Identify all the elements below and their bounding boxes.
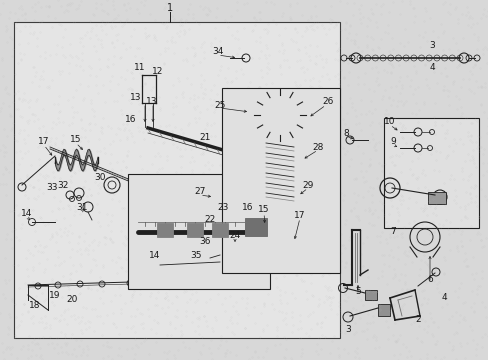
Bar bbox=[157, 223, 173, 237]
Text: 15: 15 bbox=[70, 135, 81, 144]
Text: 15: 15 bbox=[258, 206, 269, 215]
Text: 4: 4 bbox=[428, 63, 434, 72]
Text: 31: 31 bbox=[76, 203, 87, 212]
Text: 14: 14 bbox=[149, 251, 161, 260]
Text: 20: 20 bbox=[66, 296, 78, 305]
Text: 11: 11 bbox=[134, 63, 145, 72]
Bar bbox=[14, 22, 339, 338]
Text: 21: 21 bbox=[199, 134, 210, 143]
Text: 29: 29 bbox=[302, 180, 313, 189]
Text: 16: 16 bbox=[125, 116, 137, 125]
Bar bbox=[212, 223, 227, 237]
Bar bbox=[222, 88, 339, 273]
Text: 28: 28 bbox=[312, 144, 323, 153]
Text: 14: 14 bbox=[21, 210, 33, 219]
Text: 33: 33 bbox=[46, 184, 58, 193]
Text: 25: 25 bbox=[214, 100, 225, 109]
Text: 34: 34 bbox=[212, 48, 223, 57]
Text: 5: 5 bbox=[354, 288, 360, 297]
Text: 27: 27 bbox=[194, 188, 205, 197]
Text: 3: 3 bbox=[345, 325, 350, 334]
Text: 17: 17 bbox=[38, 138, 50, 147]
Bar bbox=[244, 218, 266, 236]
Bar bbox=[128, 174, 269, 289]
Text: 1: 1 bbox=[166, 3, 173, 13]
Text: 18: 18 bbox=[29, 301, 41, 310]
Text: 3: 3 bbox=[428, 41, 434, 50]
Text: 12: 12 bbox=[152, 68, 163, 77]
Text: 32: 32 bbox=[57, 181, 68, 190]
Text: 16: 16 bbox=[242, 203, 253, 212]
Text: 4: 4 bbox=[440, 293, 446, 302]
Text: 10: 10 bbox=[384, 117, 395, 126]
Bar bbox=[186, 223, 203, 237]
Text: 13: 13 bbox=[130, 94, 142, 103]
Text: 30: 30 bbox=[94, 172, 105, 181]
Text: 36: 36 bbox=[199, 238, 210, 247]
Text: 9: 9 bbox=[389, 138, 395, 147]
Text: 22: 22 bbox=[204, 216, 215, 225]
Text: 8: 8 bbox=[343, 129, 348, 138]
Bar bbox=[383, 118, 478, 228]
Text: 17: 17 bbox=[294, 211, 305, 220]
Text: 2: 2 bbox=[414, 315, 420, 324]
Text: 7: 7 bbox=[389, 228, 395, 237]
Bar bbox=[377, 304, 389, 316]
Bar bbox=[427, 192, 445, 204]
Text: 13: 13 bbox=[146, 98, 158, 107]
Text: 19: 19 bbox=[49, 291, 61, 300]
Text: 23: 23 bbox=[217, 203, 228, 212]
Text: 6: 6 bbox=[426, 275, 432, 284]
Text: 35: 35 bbox=[190, 252, 202, 261]
Text: 26: 26 bbox=[322, 98, 333, 107]
Text: 24: 24 bbox=[229, 230, 240, 239]
Bar bbox=[364, 290, 376, 300]
